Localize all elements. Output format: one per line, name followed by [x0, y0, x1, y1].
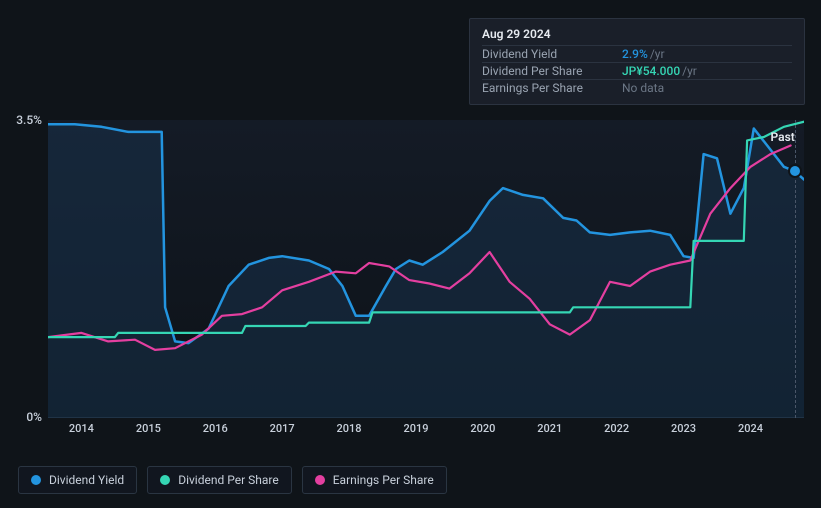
tooltip-row-dps: Dividend Per Share JP¥54.000/yr [482, 62, 792, 79]
chart-tooltip: Aug 29 2024 Dividend Yield 2.9%/yr Divid… [469, 18, 805, 105]
y-tick-max: 3.5% [16, 113, 42, 127]
legend-swatch [31, 475, 41, 485]
y-tick-min: 0% [26, 410, 42, 424]
tooltip-key: Dividend Yield [482, 47, 622, 61]
x-tick: 2017 [270, 422, 295, 435]
legend-swatch [315, 475, 325, 485]
dividend-chart: 3.5% 0% 2014 2015 2016 2017 2018 2019 2020 2021… [0, 0, 821, 508]
tooltip-val: No data [622, 81, 792, 95]
cursor-dot [790, 166, 800, 176]
legend-swatch [160, 475, 170, 485]
x-tick: 2023 [671, 422, 696, 435]
chart-svg [48, 120, 804, 418]
legend-label: Earnings Per Share [333, 473, 434, 487]
x-tick: 2016 [203, 422, 228, 435]
x-tick: 2018 [337, 422, 362, 435]
tooltip-val: JP¥54.000/yr [622, 64, 792, 78]
tooltip-row-eps: Earnings Per Share No data [482, 79, 792, 96]
plot-area[interactable]: 3.5% 0% [48, 120, 804, 418]
legend-item-eps[interactable]: Earnings Per Share [302, 466, 447, 494]
x-tick: 2020 [470, 422, 495, 435]
tooltip-key: Dividend Per Share [482, 64, 622, 78]
x-tick: 2019 [403, 422, 428, 435]
cursor-line [795, 120, 796, 418]
legend-item-yield[interactable]: Dividend Yield [18, 466, 137, 494]
x-axis-labels: 2014 2015 2016 2017 2018 2019 2020 2021 2022 2023… [48, 422, 804, 442]
x-tick: 2015 [136, 422, 161, 435]
legend-label: Dividend Yield [49, 473, 124, 487]
chart-legend: Dividend Yield Dividend Per Share Earnin… [18, 466, 447, 494]
tooltip-key: Earnings Per Share [482, 81, 622, 95]
x-tick: 2021 [537, 422, 562, 435]
tooltip-date: Aug 29 2024 [482, 27, 792, 41]
x-tick: 2022 [604, 422, 629, 435]
x-tick: 2014 [69, 422, 94, 435]
tooltip-row-yield: Dividend Yield 2.9%/yr [482, 45, 792, 62]
tooltip-val: 2.9%/yr [622, 47, 792, 61]
legend-item-dps[interactable]: Dividend Per Share [147, 466, 292, 494]
legend-label: Dividend Per Share [178, 473, 279, 487]
x-tick: 2024 [738, 422, 763, 435]
past-marker: Past [771, 130, 795, 144]
